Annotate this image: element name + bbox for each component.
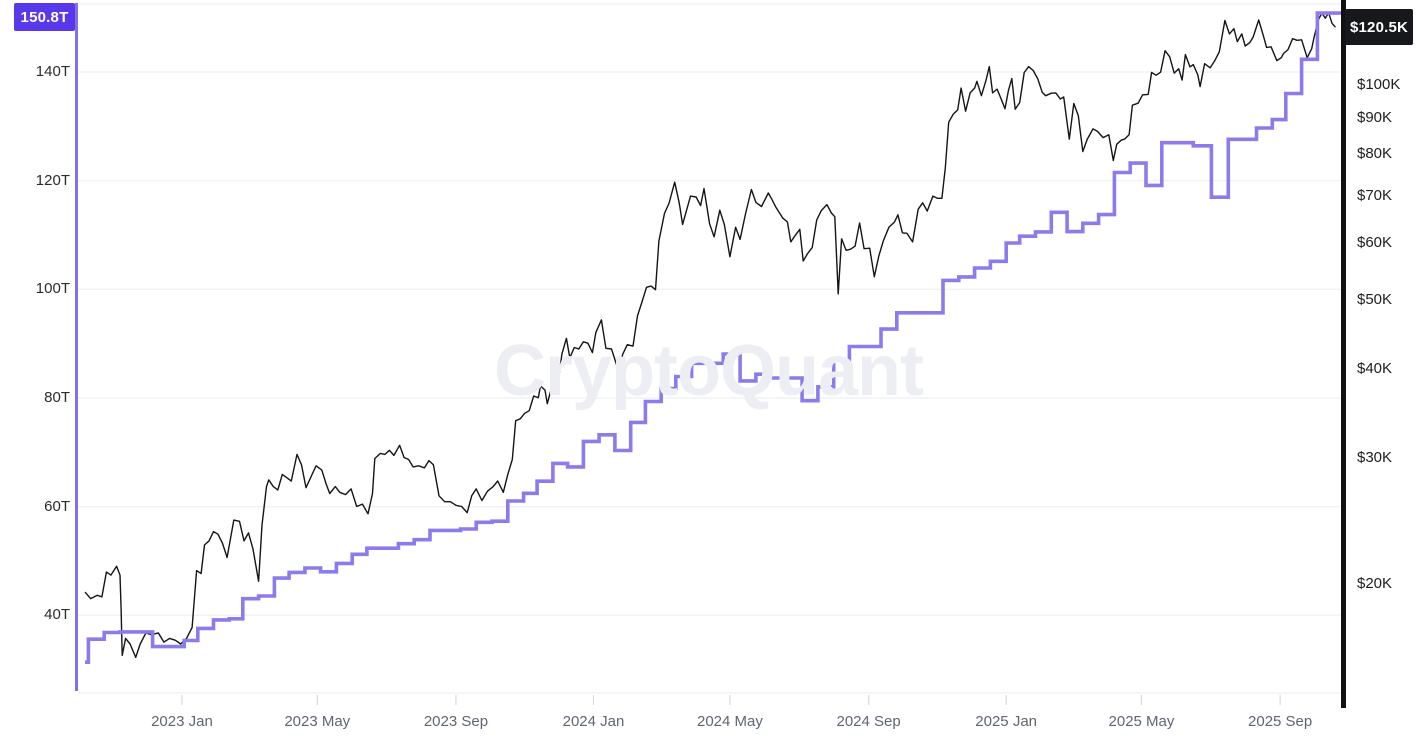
x-axis-tick-label: 2025 Jan: [975, 713, 1038, 730]
left-axis-tick-label: 100T: [35, 280, 70, 298]
right-axis-tick-label: $70K: [1357, 186, 1393, 204]
x-axis-tick-label: 2023 Jan: [151, 713, 213, 730]
watermark: CryptoQuant: [494, 331, 924, 411]
x-axis-tick-label: 2024 Sep: [836, 713, 901, 730]
x-axis-tick-label: 2025 Sep: [1248, 713, 1313, 730]
price-last-value-badge: $120.5K: [1345, 9, 1413, 45]
right-axis-tick-label: $60K: [1357, 234, 1393, 252]
left-axis-tick-label: 40T: [44, 606, 70, 624]
right-axis-tick-label: $80K: [1357, 145, 1393, 163]
right-axis-line: [1341, 0, 1346, 708]
difficulty-line: [85, 11, 1341, 664]
left-axis-line: [75, 3, 78, 691]
x-axis-tick-label: 2023 May: [284, 713, 351, 730]
right-axis-tick-label: $30K: [1357, 449, 1393, 467]
right-axis-tick-label: $90K: [1357, 108, 1393, 126]
left-axis-tick-label: 120T: [35, 171, 70, 189]
left-axis-tick-label: 140T: [35, 63, 70, 80]
x-axis-tick-label: 2024 May: [696, 713, 763, 730]
right-axis-tick-label: $40K: [1357, 360, 1393, 378]
left-axis-tick-label: 80T: [44, 388, 70, 406]
right-axis-tick-label: $50K: [1357, 291, 1393, 309]
x-axis-tick-label: 2024 Jan: [562, 713, 625, 730]
right-axis-tick-label: $100K: [1357, 76, 1401, 93]
price-line: [84, 11, 1336, 659]
x-axis-tick-label: 2025 May: [1108, 713, 1175, 730]
right-axis-tick-label: $20K: [1357, 575, 1393, 593]
x-axis-tick-label: 2023 Sep: [423, 713, 489, 730]
left-axis-tick-label: 60T: [44, 497, 70, 515]
difficulty-last-value-badge: 150.8T: [14, 3, 75, 31]
